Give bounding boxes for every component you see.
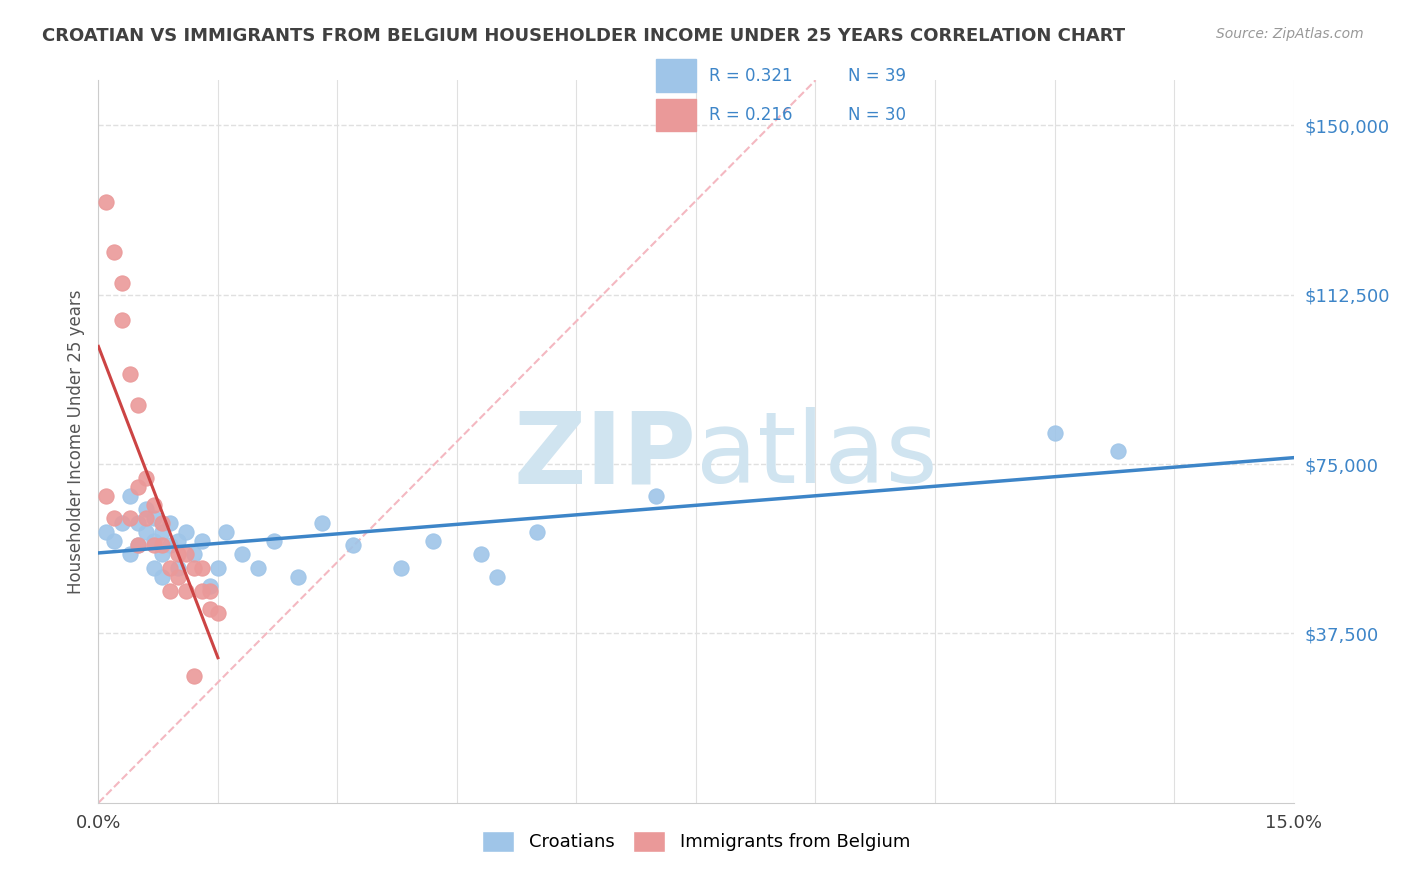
Point	[174, 524, 197, 539]
Point	[135, 524, 157, 539]
Point	[246, 561, 269, 575]
Y-axis label: Householder Income Under 25 years: Householder Income Under 25 years	[66, 289, 84, 594]
Point	[127, 398, 149, 412]
Point	[645, 489, 668, 503]
Point	[485, 570, 508, 584]
Point	[127, 516, 149, 530]
Point	[422, 533, 444, 548]
Point	[263, 533, 285, 548]
Bar	[657, 60, 696, 92]
Point	[389, 561, 412, 575]
Point	[127, 480, 149, 494]
Point	[287, 570, 309, 584]
Point	[150, 548, 173, 562]
Point	[311, 516, 333, 530]
Point	[150, 570, 173, 584]
Point	[207, 561, 229, 575]
Point	[143, 511, 166, 525]
Point	[183, 548, 205, 562]
Point	[159, 538, 181, 552]
Point	[111, 277, 134, 291]
Point	[120, 548, 142, 562]
Text: R = 0.216: R = 0.216	[709, 106, 792, 124]
Point	[103, 244, 125, 259]
Point	[198, 601, 221, 615]
Point	[127, 538, 149, 552]
Point	[159, 561, 181, 575]
Point	[159, 516, 181, 530]
Text: N = 39: N = 39	[848, 67, 905, 85]
Point	[167, 570, 190, 584]
Text: atlas: atlas	[696, 408, 938, 505]
Text: Source: ZipAtlas.com: Source: ZipAtlas.com	[1216, 27, 1364, 41]
Point	[215, 524, 238, 539]
Bar	[657, 99, 696, 131]
Text: N = 30: N = 30	[848, 106, 905, 124]
Point	[143, 538, 166, 552]
Point	[1107, 443, 1129, 458]
Point	[342, 538, 364, 552]
Point	[183, 669, 205, 683]
Point	[150, 516, 173, 530]
Point	[167, 533, 190, 548]
Point	[143, 533, 166, 548]
Point	[167, 561, 190, 575]
Point	[96, 195, 118, 210]
Point	[191, 583, 214, 598]
Point	[207, 606, 229, 620]
Point	[183, 561, 205, 575]
Point	[96, 524, 118, 539]
Text: R = 0.321: R = 0.321	[709, 67, 792, 85]
Point	[120, 489, 142, 503]
Text: CROATIAN VS IMMIGRANTS FROM BELGIUM HOUSEHOLDER INCOME UNDER 25 YEARS CORRELATIO: CROATIAN VS IMMIGRANTS FROM BELGIUM HOUS…	[42, 27, 1125, 45]
Point	[96, 489, 118, 503]
Point	[231, 548, 253, 562]
Point	[135, 470, 157, 484]
Point	[174, 583, 197, 598]
Point	[111, 516, 134, 530]
Point	[150, 538, 173, 552]
Point	[1043, 425, 1066, 440]
Point	[198, 583, 221, 598]
Point	[103, 511, 125, 525]
Point	[127, 538, 149, 552]
Point	[470, 548, 492, 562]
Point	[150, 524, 173, 539]
Point	[135, 502, 157, 516]
Point	[167, 548, 190, 562]
Point	[159, 583, 181, 598]
Point	[143, 561, 166, 575]
Point	[174, 548, 197, 562]
Point	[120, 367, 142, 381]
Legend: Croatians, Immigrants from Belgium: Croatians, Immigrants from Belgium	[475, 823, 917, 859]
Point	[111, 312, 134, 326]
Point	[198, 579, 221, 593]
Point	[143, 498, 166, 512]
Point	[526, 524, 548, 539]
Point	[103, 533, 125, 548]
Point	[135, 511, 157, 525]
Point	[191, 561, 214, 575]
Point	[191, 533, 214, 548]
Point	[120, 511, 142, 525]
Text: ZIP: ZIP	[513, 408, 696, 505]
